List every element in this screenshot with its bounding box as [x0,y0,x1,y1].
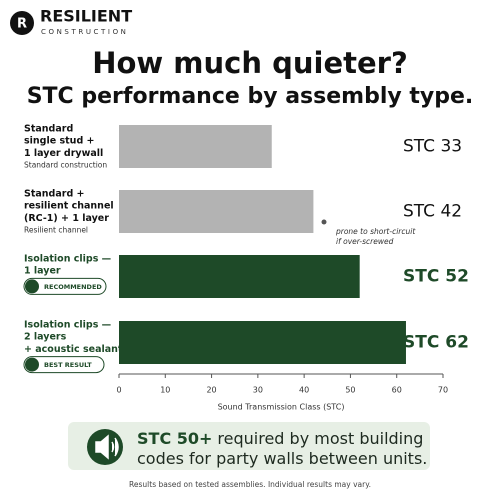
category-label: single stud + [24,136,95,147]
x-axis-title: Sound Transmission Class (STC) [218,403,345,412]
badge-icon [25,357,39,372]
value-label: STC 33 [403,137,462,157]
callout-emphasis: STC 50+ [137,429,212,448]
category-note: Standard construction [24,161,107,170]
x-tick-label: 10 [160,386,170,395]
brand: RESILIENT [40,7,132,26]
x-tick-label: 0 [116,386,121,395]
category-label: 2 layers [24,332,67,343]
speaker-glyph [95,434,119,460]
x-tick-label: 30 [253,386,263,395]
logo-letter: R [17,17,27,32]
bar [119,321,406,364]
logo-icon [10,11,34,35]
callout-line: required by most building [217,429,423,448]
annotation-dot [321,219,327,225]
badge [23,356,105,374]
category-label: + acoustic sealant [24,344,123,355]
value-label: STC 52 [403,267,469,287]
category-label: resilient channel [24,201,114,212]
callout-text: STC 50+ required by most building codes fo… [137,429,427,468]
callout-box [68,422,430,470]
category-label: 1 layer drywall [24,148,103,159]
category-label: Isolation clips — [24,320,111,331]
value-label: STC 62 [403,333,469,353]
badge-text: RECOMMENDED [44,283,102,291]
callout-line: codes for party walls between units. [137,449,427,468]
annotation: prone to short-circuit [335,227,416,236]
footnote: Results based on tested assemblies. Indi… [129,480,371,489]
value-label: STC 42 [403,202,462,222]
bar [119,190,314,233]
category-label: Isolation clips — [24,254,111,265]
category-label: Standard + [24,189,85,200]
annotation: if over-screwed [336,237,394,246]
badge-text: BEST RESULT [44,361,92,369]
x-tick-label: 70 [438,386,448,395]
badge [23,277,107,295]
chart-subtitle: STC performance by assembly type. [27,84,474,109]
category-label: Standard [24,124,73,135]
x-tick-label: 50 [345,386,355,395]
category-label: 1 layer [24,266,61,277]
x-tick-label: 40 [299,386,309,395]
category-label: (RC-1) + 1 layer [24,213,109,224]
chart-title: How much quieter? [92,46,408,80]
category-note: Resilient channel [24,226,88,235]
bar [119,125,272,168]
x-tick-label: 60 [392,386,402,395]
bar [119,255,360,298]
x-tick-label: 20 [206,386,216,395]
tagline: CONSTRUCTION [41,28,129,36]
badge-icon [25,279,39,294]
